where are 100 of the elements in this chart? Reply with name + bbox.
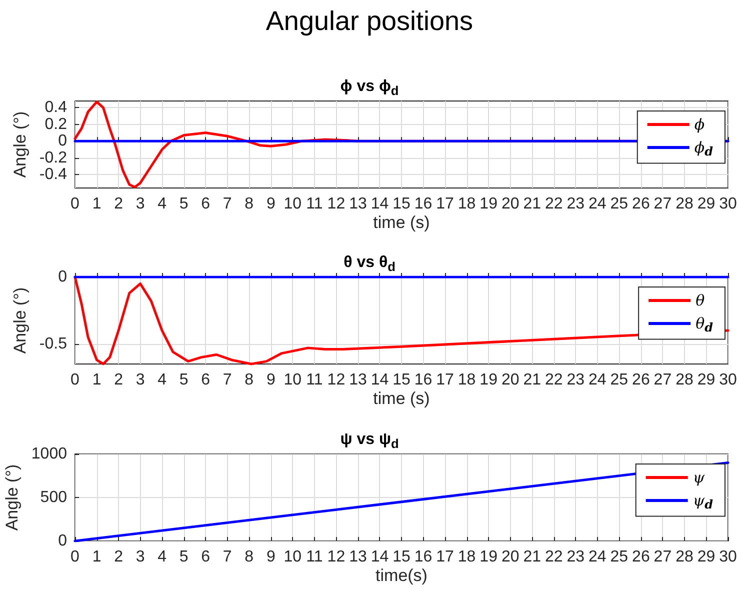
x-tick-label: 14 <box>370 372 389 388</box>
x-tick-label: 17 <box>436 548 454 566</box>
y-tick-label: -0.4 <box>39 166 68 184</box>
x-tick-label: 15 <box>392 548 410 566</box>
x-tick-label: 25 <box>610 372 628 388</box>
x-tick-label: 4 <box>158 372 167 388</box>
x-axis-title: time (s) <box>373 213 430 232</box>
y-tick-label: 500 <box>40 489 68 506</box>
x-tick-label: 28 <box>676 548 694 566</box>
x-tick-label: 25 <box>610 196 628 212</box>
x-tick-label: 16 <box>414 196 432 212</box>
x-tick-label: 25 <box>610 548 628 566</box>
y-tick-label: 0 <box>58 132 68 150</box>
x-tick-label: 0 <box>70 372 80 388</box>
x-tick-label: 17 <box>436 372 454 388</box>
x-tick-label: 5 <box>179 548 188 566</box>
x-tick-label: 2 <box>114 548 124 566</box>
y-tick-label: -0.5 <box>39 335 68 352</box>
x-tick-label: 10 <box>284 372 302 388</box>
x-tick-label: 9 <box>266 196 276 212</box>
x-tick-label: 14 <box>370 196 389 212</box>
x-tick-label: 10 <box>284 196 302 212</box>
x-tick-label: 18 <box>458 196 476 212</box>
x-tick-label: 30 <box>719 196 737 212</box>
y-axis-title: Angle (°) <box>10 287 30 354</box>
x-tick-label: 26 <box>632 372 650 388</box>
x-tick-label: 19 <box>480 196 498 212</box>
x-tick-label: 3 <box>136 548 145 566</box>
x-tick-label: 4 <box>158 548 167 566</box>
y-tick-label: -0.2 <box>39 149 68 166</box>
x-tick-label: 9 <box>266 372 276 388</box>
y-axis-title: Angle (°) <box>10 111 30 178</box>
x-tick-label: 0 <box>70 548 80 566</box>
x-axis-title: time (s) <box>373 389 430 408</box>
text: Angular positions <box>264 6 474 37</box>
x-tick-label: 28 <box>676 196 694 212</box>
x-tick-label: 4 <box>158 196 167 212</box>
x-tick-label: 13 <box>349 372 367 388</box>
x-tick-label: 22 <box>544 372 563 388</box>
x-tick-label: 11 <box>306 372 323 388</box>
x-tick-label: 27 <box>654 196 672 212</box>
x-tick-label: 3 <box>136 196 145 212</box>
x-tick-label: 20 <box>501 372 520 388</box>
x-tick-label: 5 <box>179 196 188 212</box>
x-tick-label: 23 <box>566 548 585 566</box>
x-tick-label: 26 <box>632 196 650 212</box>
x-tick-label: 30 <box>719 548 737 566</box>
x-tick-label: 6 <box>201 196 210 212</box>
x-tick-label: 8 <box>244 196 254 212</box>
x-tick-label: 22 <box>544 548 563 566</box>
x-tick-label: 21 <box>523 372 542 388</box>
x-tick-label: 29 <box>697 548 716 566</box>
x-tick-label: 7 <box>222 372 232 388</box>
x-tick-label: 24 <box>588 196 606 212</box>
x-tick-label: 5 <box>179 372 188 388</box>
x-tick-label: 11 <box>306 196 323 212</box>
x-tick-label: 24 <box>588 372 606 388</box>
x-tick-label: 11 <box>306 548 323 566</box>
legend-label: ψ <box>692 468 705 486</box>
x-tick-label: 29 <box>697 196 716 212</box>
x-tick-label: 2 <box>114 372 124 388</box>
line-series <box>74 276 730 366</box>
x-tick-label: 8 <box>244 372 254 388</box>
x-tick-label: 12 <box>327 548 346 566</box>
x-tick-label: 9 <box>266 548 276 566</box>
x-tick-label: 23 <box>566 372 585 388</box>
x-tick-label: 29 <box>697 372 716 388</box>
x-tick-label: 15 <box>392 196 410 212</box>
x-tick-label: 6 <box>201 372 210 388</box>
x-tick-label: 2 <box>114 196 124 212</box>
x-tick-label: 22 <box>544 196 563 212</box>
legend-label: θ <box>696 292 705 310</box>
x-tick-label: 18 <box>458 548 476 566</box>
x-tick-label: 12 <box>327 196 346 212</box>
x-tick-label: 13 <box>349 548 367 566</box>
x-tick-label: 28 <box>676 372 694 388</box>
x-tick-label: 16 <box>414 548 432 566</box>
x-tick-label: 20 <box>501 196 520 212</box>
y-tick-label: 0 <box>58 268 68 286</box>
legend-label: ϕ <box>694 116 705 134</box>
x-tick-label: 26 <box>632 548 650 566</box>
x-tick-label: 16 <box>414 372 432 388</box>
x-tick-label: 6 <box>201 548 210 566</box>
x-tick-label: 1 <box>92 372 102 388</box>
x-tick-label: 19 <box>480 548 498 566</box>
x-tick-label: 15 <box>392 372 410 388</box>
x-tick-label: 23 <box>566 196 585 212</box>
x-tick-label: 24 <box>588 548 606 566</box>
x-tick-label: 27 <box>654 548 672 566</box>
x-tick-label: 1 <box>92 196 102 212</box>
y-tick-label: 0.4 <box>44 99 68 116</box>
y-tick-label: 0.2 <box>44 116 68 133</box>
x-tick-label: 21 <box>523 196 542 212</box>
y-tick-label: 0 <box>58 532 68 550</box>
x-tick-label: 12 <box>327 372 346 388</box>
x-tick-label: 30 <box>719 372 737 388</box>
x-tick-label: 7 <box>222 196 232 212</box>
x-tick-label: 10 <box>284 548 302 566</box>
x-tick-label: 3 <box>136 372 145 388</box>
x-tick-label: 7 <box>222 548 232 566</box>
